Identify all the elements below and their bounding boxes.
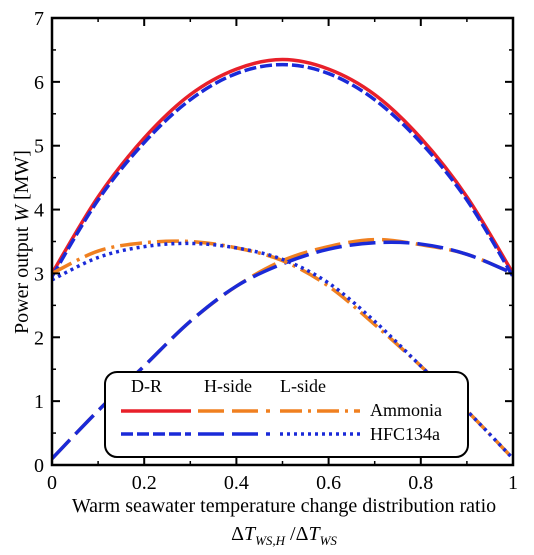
y-tick-label: 1: [34, 391, 44, 413]
x-tick-label: 1: [508, 472, 518, 494]
y-tick-label: 7: [34, 8, 44, 30]
x-tick-label: 0.6: [316, 472, 341, 494]
legend-header-dr: D-R: [131, 376, 162, 396]
legend-swatches: [121, 409, 360, 436]
legend: D-R H-side L-side Ammonia HFC134a: [104, 371, 469, 458]
x-tick-label: 0.8: [408, 472, 433, 494]
y-tick-label: 6: [34, 72, 44, 94]
legend-label-hfc134a: HFC134a: [370, 424, 440, 444]
legend-box: [104, 371, 469, 458]
legend-header-hside: H-side: [204, 376, 252, 396]
y-tick-label: 4: [34, 200, 44, 222]
x-axis-label: Warm seawater temperature change distrib…: [72, 495, 496, 517]
series-line-hfc134a-d-r: [52, 62, 513, 278]
x-tick-label: 0.2: [132, 472, 157, 494]
y-tick-label: 0: [34, 455, 44, 477]
series-line-ammonia-d-r: [52, 57, 513, 275]
tick-layer: 0 0.2 0.4 0.6 0.8 1 0 1 2 3 4 5 6 7: [34, 8, 518, 494]
x-tick-label: 0.4: [224, 472, 249, 494]
x-tick-label: 0: [47, 472, 57, 494]
legend-header-lside: L-side: [280, 376, 326, 396]
y-axis-label: Power output W [MW]: [11, 150, 33, 334]
y-tick-label: 2: [34, 327, 44, 349]
legend-label-ammonia: Ammonia: [370, 400, 442, 420]
x-axis-sublabel: ΔTWS,H /ΔTWS: [231, 523, 337, 548]
y-tick-label: 5: [34, 136, 44, 158]
y-tick-label: 3: [34, 263, 44, 285]
